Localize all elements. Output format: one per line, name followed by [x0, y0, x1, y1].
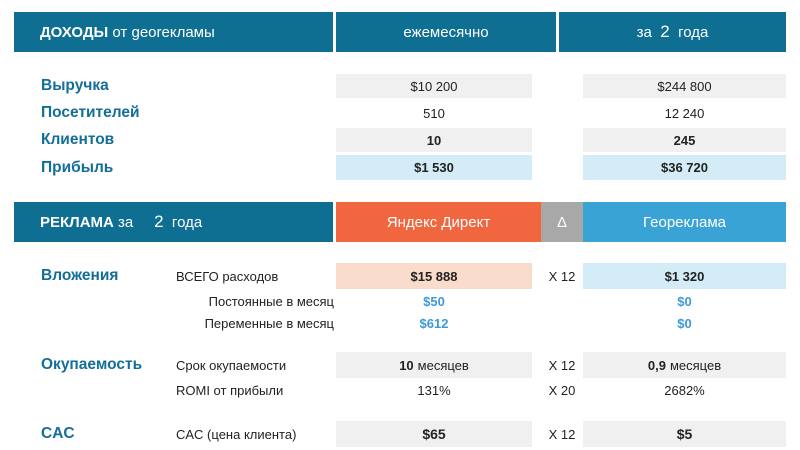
income-clients-monthly: 10	[336, 128, 532, 152]
income-visitors-period: 12 240	[664, 105, 705, 121]
income-period-suffix: года	[678, 23, 709, 41]
cac-row-geo: $5	[583, 421, 786, 447]
delta-icon: Δ	[556, 213, 568, 231]
income-header-bold: ДОХОДЫ	[40, 23, 109, 41]
ads-header-geo-label: Геореклама	[643, 213, 726, 231]
ads-header-title: РЕКЛАМА за 2 года	[14, 202, 333, 242]
income-clients-period: 245	[583, 128, 786, 152]
ads-header-delta: Δ	[541, 202, 583, 242]
cac-label: CAC	[41, 425, 75, 442]
investment-total-geo: $1 320	[583, 263, 786, 289]
ads-header-yandex: Яндекс Директ	[336, 202, 541, 242]
investment-label: Вложения	[41, 267, 119, 284]
payback-term-yandex-unit: месяцев	[417, 357, 469, 373]
payback-term-delta: X 12	[548, 357, 576, 373]
investment-fixed-yandex: $50	[423, 293, 445, 309]
payback-romi-yandex: 131%	[417, 382, 451, 398]
income-period-value: 2	[660, 22, 670, 41]
income-header-monthly-label: ежемесячно	[403, 23, 489, 41]
payback-term-yandex: 10 месяцев	[336, 352, 532, 378]
ads-header-yandex-label: Яндекс Директ	[386, 213, 491, 231]
income-profit-period: $36 720	[583, 155, 786, 180]
income-visitors-monthly: 510	[423, 105, 445, 121]
payback-romi-geo: 2682%	[664, 382, 705, 398]
payback-term-geo-unit: месяцев	[669, 357, 722, 373]
investment-total-yandex: $15 888	[336, 263, 532, 289]
cac-row-label: CAC (цена клиента)	[176, 426, 297, 442]
payback-term-geo-value: 0,9	[647, 357, 666, 373]
income-profit-monthly: $1 530	[336, 155, 532, 180]
income-header-rest: от georекламы	[112, 23, 215, 41]
income-header-period: за 2 года	[559, 12, 786, 52]
income-visitors-label: Посетителей	[41, 104, 140, 121]
ads-header-value: 2	[154, 212, 164, 231]
ads-header-prefix: за	[118, 213, 134, 231]
cac-row-delta: X 12	[548, 426, 576, 442]
income-revenue-period: $244 800	[583, 74, 786, 98]
cac-row-yandex: $65	[336, 421, 532, 447]
investment-fixed-geo: $0	[677, 293, 692, 309]
investment-variable-yandex: $612	[419, 315, 449, 331]
investment-variable-geo: $0	[677, 315, 692, 331]
income-clients-label: Клиентов	[41, 131, 115, 148]
income-profit-label: Прибыль	[41, 158, 114, 176]
ads-header-bold: РЕКЛАМА	[40, 213, 114, 231]
payback-term-geo: 0,9 месяцев	[583, 352, 786, 378]
ads-header-suffix: года	[171, 213, 203, 231]
income-header-title: ДОХОДЫ от georекламы	[14, 12, 333, 52]
payback-label: Окупаемость	[41, 356, 143, 373]
income-header-monthly: ежемесячно	[336, 12, 556, 52]
income-revenue-label: Выручка	[41, 77, 109, 94]
payback-romi-delta: X 20	[548, 382, 576, 398]
payback-term-label: Срок окупаемости	[176, 357, 287, 373]
income-period-prefix: за	[636, 23, 652, 41]
ads-header-geo: Геореклама	[583, 202, 786, 242]
payback-term-yandex-value: 10	[399, 357, 414, 373]
investment-fixed-label: Постоянные в месяц	[208, 293, 334, 309]
income-revenue-monthly: $10 200	[336, 74, 532, 98]
investment-total-label: ВСЕГО расходов	[176, 268, 279, 284]
payback-romi-label: ROMI от прибыли	[176, 382, 284, 398]
investment-variable-label: Переменные в месяц	[204, 315, 334, 331]
investment-total-delta: X 12	[548, 268, 576, 284]
